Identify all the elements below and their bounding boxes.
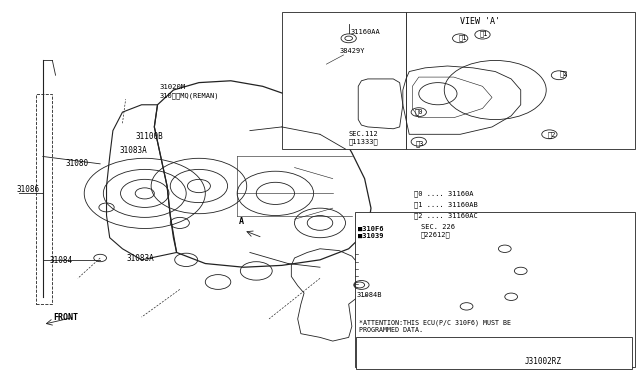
FancyBboxPatch shape — [356, 337, 632, 369]
Text: 31084: 31084 — [49, 256, 72, 266]
Text: 38429Y: 38429Y — [339, 48, 365, 54]
Text: 31083A: 31083A — [126, 254, 154, 263]
Text: 31100B: 31100B — [135, 132, 163, 141]
Text: ␷1 .... 31160AB: ␷1 .... 31160AB — [413, 201, 477, 208]
Text: 31020M: 31020M — [159, 84, 186, 90]
Text: ■31039: ■31039 — [358, 233, 384, 239]
Text: ␶0: ␶0 — [414, 109, 423, 115]
Text: VIEW 'A': VIEW 'A' — [460, 17, 500, 26]
Text: 31084B: 31084B — [357, 292, 383, 298]
Text: *ATTENTION:THIS ECU(P/C 310F6) MUST BE: *ATTENTION:THIS ECU(P/C 310F6) MUST BE — [359, 320, 511, 326]
FancyBboxPatch shape — [355, 212, 636, 367]
Text: ␷3: ␷3 — [415, 140, 424, 147]
Text: PROGRAMMED DATA.: PROGRAMMED DATA. — [359, 327, 423, 333]
Text: 〈22612〉: 〈22612〉 — [420, 231, 451, 238]
Text: ■310F6: ■310F6 — [358, 225, 384, 231]
Text: 31160AA: 31160AA — [351, 29, 380, 35]
Text: ␶0 .... 31160A: ␶0 .... 31160A — [413, 190, 473, 197]
Text: J31002RZ: J31002RZ — [525, 357, 562, 366]
Text: SEC. 226: SEC. 226 — [420, 224, 454, 230]
Text: 310⁠​MQ(REMAN): 310⁠​MQ(REMAN) — [159, 92, 219, 99]
Text: 31086: 31086 — [16, 185, 39, 194]
FancyBboxPatch shape — [406, 13, 636, 149]
Text: ␷2 .... 31160AC: ␷2 .... 31160AC — [413, 212, 477, 219]
Text: 31080: 31080 — [65, 158, 88, 168]
Text: ␷2: ␷2 — [548, 131, 557, 138]
Text: 〈11333〉: 〈11333〉 — [349, 138, 378, 145]
Text: SEC.112: SEC.112 — [349, 131, 378, 137]
Text: ␷1: ␷1 — [479, 30, 488, 37]
Text: ␷1: ␷1 — [459, 34, 467, 41]
Text: 31083A: 31083A — [120, 147, 148, 155]
FancyBboxPatch shape — [282, 13, 406, 149]
Text: ␷2: ␷2 — [559, 70, 568, 77]
Text: A: A — [239, 217, 243, 225]
Text: FRONT: FRONT — [54, 312, 79, 321]
